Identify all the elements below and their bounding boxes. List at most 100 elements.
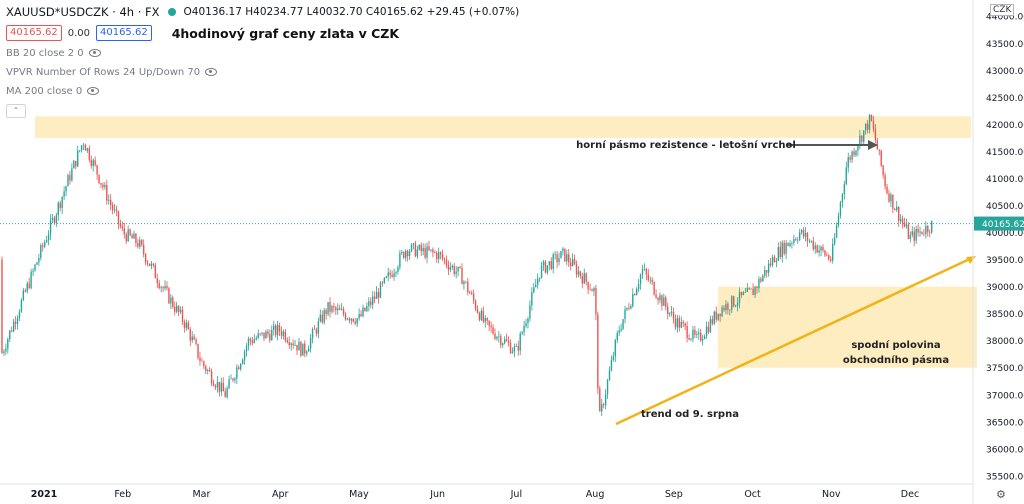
trend-line[interactable] [615,255,975,426]
x-axis[interactable]: 2021 Feb Mar Apr May Jun Jul Aug Sep Oct Nov Dec [31,489,919,500]
candle [137,238,139,249]
candle [317,317,320,339]
candle [342,306,345,317]
candle [894,208,896,211]
candle [727,301,729,315]
candle [773,254,776,263]
x-tick-label: Nov [822,489,841,500]
annotation-text[interactable]: spodní polovina [851,339,940,351]
candle [253,334,256,344]
annotation-text[interactable]: obchodního pásma [843,354,949,366]
candle [536,273,539,289]
candle [129,228,131,237]
indicator-ma[interactable]: MA 200 close 0 [6,84,519,98]
candle [428,240,430,252]
candle [560,250,562,259]
candle [249,337,252,346]
candle [857,145,859,157]
last-price-badge: 40165.62 [974,216,1024,231]
candle [490,321,492,333]
candle [212,379,215,387]
candle [882,164,884,179]
candle [742,291,745,296]
candle [220,377,223,397]
candle [649,276,651,285]
candle [779,241,781,260]
candle [604,389,607,410]
candle [168,286,170,305]
candle [131,233,133,239]
candle [513,343,516,358]
zone-0[interactable] [35,116,971,138]
candle [32,268,34,277]
y-tick-label: 43500.00 [986,40,1024,50]
candle [748,287,750,291]
candle [544,260,547,274]
candle [622,319,624,330]
candle [364,307,366,312]
candle [154,262,157,279]
candle [1,256,3,354]
candles-layer [1,113,933,416]
candle [36,261,38,265]
candle [337,303,339,315]
candle [655,289,657,299]
eye-icon[interactable] [87,87,100,95]
candle [577,266,580,278]
candle [443,257,446,265]
candle [643,263,646,271]
indicator-bb[interactable]: BB 20 close 2 0 [6,46,519,60]
currency-badge[interactable]: CZK [990,4,1015,16]
candle [608,366,611,381]
candle [63,186,65,201]
candle [387,267,389,282]
candle [535,278,537,288]
candle [109,194,112,211]
gear-icon[interactable]: ⚙ [996,488,1006,501]
candle [575,260,578,278]
x-tick-label: Oct [744,489,761,500]
candle [193,333,195,341]
eye-icon[interactable] [88,49,101,57]
candle [315,327,318,337]
candle [762,273,764,282]
y-tick-label: 35500.00 [986,472,1024,482]
candle [927,224,929,237]
candle [447,260,450,276]
ask-price[interactable]: 40165.62 [95,25,152,41]
candle [3,348,5,357]
candle [321,310,323,325]
candle [713,310,715,326]
candle [381,280,384,287]
candle [141,238,143,247]
candle [238,365,240,370]
candle [880,149,882,167]
candle [929,229,931,238]
candle [661,294,663,311]
eye-icon[interactable] [205,68,218,76]
candle [701,334,704,346]
x-tick-label: Aug [586,489,605,500]
candle [568,248,570,267]
indicator-vpvr[interactable]: VPVR Number Of Rows 24 Up/Down 70 [6,65,519,79]
candle [379,281,382,299]
annotation-text[interactable]: trend od 9. srpna [641,409,739,420]
candle [261,332,263,336]
candle [484,315,486,328]
candle [606,378,609,399]
y-axis[interactable]: 44000.00 43500.00 43000.00 42500.00 42000.00… [974,13,1024,483]
symbol-label[interactable]: XAUUSD*USDCZK · 4h · FX [6,5,160,19]
zone-1[interactable] [718,286,977,368]
candle [861,134,863,146]
candle [601,398,603,416]
collapse-legend-button[interactable]: ⌃ [6,104,26,118]
candle [542,260,545,271]
candle [170,294,172,310]
candle [843,180,846,200]
bid-price[interactable]: 40165.62 [6,25,62,41]
spread-value: 0.00 [67,27,90,39]
y-tick-label: 38500.00 [986,310,1024,320]
annotation-text[interactable]: horní pásmo rezistence - letošní vrchol [576,139,796,151]
candle [76,145,79,168]
